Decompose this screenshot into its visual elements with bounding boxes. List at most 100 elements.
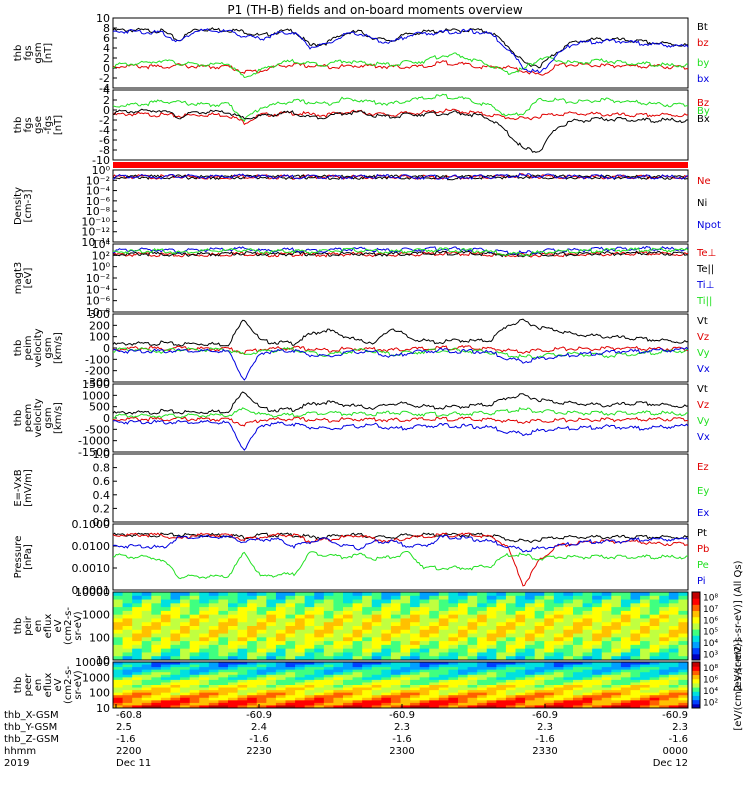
heatmap-cell bbox=[122, 682, 133, 686]
heatmap-cell bbox=[505, 700, 516, 704]
heatmap-cell bbox=[640, 690, 651, 694]
heatmap-cell bbox=[208, 664, 219, 668]
heatmap-cell bbox=[515, 603, 526, 608]
heatmap-cell bbox=[237, 664, 248, 668]
heatmap-cell bbox=[381, 702, 392, 706]
heatmap-cell bbox=[525, 644, 536, 650]
heatmap-cell bbox=[400, 618, 411, 623]
heatmap-cell bbox=[208, 669, 219, 673]
heatmap-cell bbox=[256, 692, 267, 696]
heatmap-cell bbox=[275, 641, 286, 646]
heatmap-cell bbox=[352, 603, 363, 608]
ytick-label: 300 bbox=[89, 308, 110, 321]
heatmap-cell bbox=[467, 595, 478, 601]
heatmap-cell bbox=[304, 595, 315, 601]
heatmap-cell bbox=[678, 677, 689, 681]
heatmap-cell bbox=[678, 695, 689, 699]
heatmap-cell bbox=[496, 618, 507, 623]
heatmap-cell bbox=[314, 595, 325, 601]
heatmap-cell bbox=[371, 648, 382, 653]
ytick-label: 4 bbox=[103, 84, 110, 97]
heatmap-cell bbox=[189, 667, 200, 671]
heatmap-cell bbox=[486, 652, 497, 657]
heatmap-cell bbox=[611, 626, 622, 631]
heatmap-cell bbox=[582, 677, 593, 681]
heatmap-cell bbox=[582, 685, 593, 689]
heatmap-cell bbox=[438, 648, 449, 653]
heatmap-cell bbox=[180, 626, 191, 631]
heatmap-cell bbox=[199, 641, 210, 646]
colorbar-tick: 10⁸ bbox=[703, 664, 718, 674]
heatmap-cell bbox=[649, 656, 660, 661]
heatmap-cell bbox=[237, 677, 248, 681]
heatmap-cell bbox=[601, 667, 612, 671]
heatmap-cell bbox=[247, 682, 258, 686]
heatmap-cell bbox=[275, 637, 286, 642]
heatmap-cell bbox=[170, 641, 181, 646]
xaxis-value: -60.9 bbox=[662, 710, 688, 721]
heatmap-cell bbox=[333, 677, 344, 681]
heatmap-cell bbox=[553, 667, 564, 671]
heatmap-cell bbox=[160, 705, 171, 709]
heatmap-cell bbox=[304, 679, 315, 683]
heatmap-cell bbox=[553, 626, 564, 631]
heatmap-cell bbox=[563, 595, 574, 601]
heatmap-cell bbox=[534, 679, 545, 683]
heatmap-cell bbox=[544, 695, 555, 699]
heatmap-cell bbox=[295, 674, 306, 678]
heatmap-cell bbox=[659, 702, 670, 706]
series-line-Pi bbox=[112, 534, 689, 553]
heatmap-cell bbox=[553, 637, 564, 642]
legend-Vx: Vx bbox=[697, 432, 710, 443]
heatmap-cell bbox=[649, 641, 660, 646]
ytick-label: 10⁻² bbox=[86, 174, 110, 187]
heatmap-cell bbox=[620, 695, 631, 699]
heatmap-cell bbox=[113, 633, 124, 638]
heatmap-cell bbox=[180, 622, 191, 627]
heatmap-cell bbox=[620, 672, 631, 676]
heatmap-cell bbox=[390, 705, 401, 709]
heatmap-cell bbox=[668, 603, 679, 608]
heatmap-cell bbox=[582, 595, 593, 601]
heatmap-cell bbox=[458, 700, 469, 704]
heatmap-cell bbox=[544, 648, 555, 653]
heatmap-cell bbox=[304, 692, 315, 696]
heatmap-cell bbox=[544, 603, 555, 608]
heatmap-cell bbox=[362, 656, 373, 661]
heatmap-cell bbox=[544, 679, 555, 683]
heatmap-cell bbox=[304, 700, 315, 704]
heatmap-cell bbox=[343, 652, 354, 657]
heatmap-cell bbox=[419, 652, 430, 657]
heatmap-cell bbox=[343, 607, 354, 612]
heatmap-cell bbox=[544, 672, 555, 676]
heatmap-cell bbox=[323, 685, 334, 689]
heatmap-cell bbox=[620, 592, 631, 597]
heatmap-cell bbox=[132, 690, 143, 694]
heatmap-cell bbox=[525, 672, 536, 676]
heatmap-cell bbox=[611, 677, 622, 681]
heatmap-cell bbox=[390, 697, 401, 701]
panel-temperature: magt3[eV]10⁴10²10⁰10⁻²10⁻⁴10⁻⁶10⁻⁸Te⊥Te|… bbox=[13, 238, 716, 319]
colorbar-segment bbox=[692, 687, 700, 692]
heatmap-cell bbox=[534, 682, 545, 686]
heatmap-cell bbox=[247, 644, 258, 650]
heatmap-cell bbox=[467, 674, 478, 678]
heatmap-cell bbox=[113, 697, 124, 701]
heatmap-cell bbox=[592, 687, 603, 691]
heatmap-cell bbox=[467, 700, 478, 704]
heatmap-cell bbox=[160, 656, 171, 661]
heatmap-cell bbox=[208, 599, 219, 604]
heatmap-cell bbox=[237, 633, 248, 638]
heatmap-cell bbox=[256, 682, 267, 686]
heatmap-cell bbox=[122, 610, 133, 616]
heatmap-cell bbox=[304, 603, 315, 608]
heatmap-cell bbox=[256, 637, 267, 642]
heatmap-cell bbox=[678, 637, 689, 642]
heatmap-cell bbox=[362, 637, 373, 642]
heatmap-cell bbox=[390, 603, 401, 608]
heatmap-cell bbox=[611, 682, 622, 686]
heatmap-cell bbox=[438, 656, 449, 661]
heatmap-cell bbox=[218, 669, 229, 673]
heatmap-cell bbox=[477, 664, 488, 668]
heatmap-cell bbox=[151, 695, 162, 699]
